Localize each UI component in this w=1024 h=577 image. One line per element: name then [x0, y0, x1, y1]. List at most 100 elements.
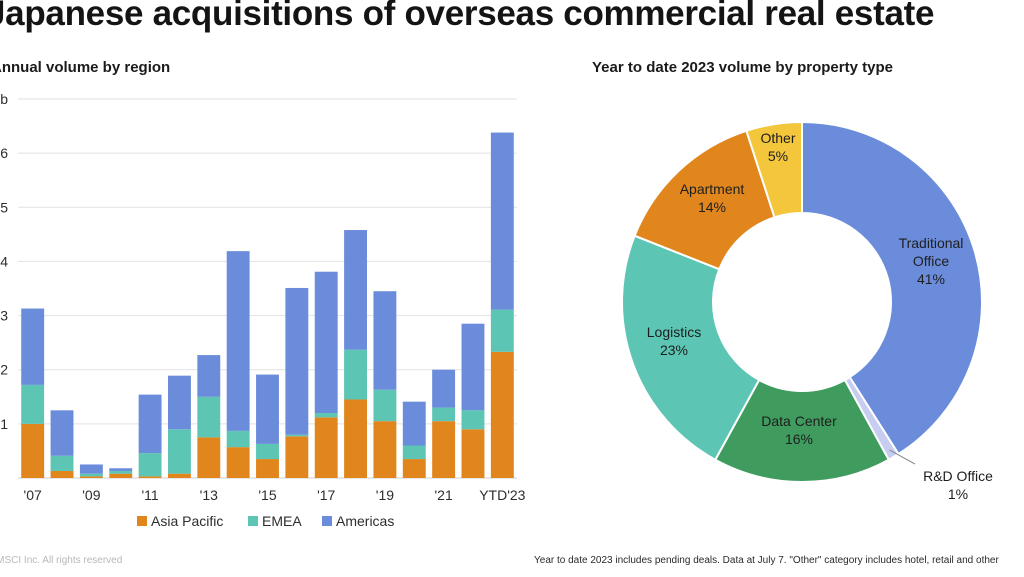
- slice-label: 41%: [917, 271, 945, 287]
- bar-emea-ytd-2023: [490, 309, 514, 352]
- bar-americas-2016: [285, 287, 309, 435]
- bar-americas-2015: [256, 374, 279, 444]
- legend-label: Asia Pacific: [151, 513, 223, 529]
- bar-x-axis: '07 '09 '11 '13 '15 '17 '19 '21 YTD'23: [24, 487, 526, 503]
- x-tick-label: '21: [434, 487, 452, 503]
- bar-emea-2007: [21, 384, 45, 424]
- bar-emea-2012: [167, 429, 191, 474]
- slice-label: Apartment: [680, 181, 745, 197]
- bar-emea-2018: [344, 349, 368, 400]
- y-tick-label: 4: [0, 253, 8, 269]
- bar-emea-2008: [50, 455, 74, 471]
- legend-swatch: [322, 516, 332, 526]
- bar-legend: Asia Pacific EMEA Americas: [137, 513, 394, 529]
- footnote: Year to date 2023 includes pending deals…: [534, 555, 999, 566]
- bar-asia-pacific-2015: [256, 459, 279, 478]
- bar-americas-ytd-2023: [490, 132, 514, 310]
- donut-slice-logistics: [621, 234, 761, 462]
- x-tick-label: YTD'23: [479, 487, 525, 503]
- bar-emea-2017: [314, 413, 338, 418]
- bar-asia-pacific-2020: [402, 459, 426, 478]
- bar-americas-2007: [21, 308, 45, 385]
- slice-label: 14%: [698, 199, 726, 215]
- slice-label: Office: [913, 253, 950, 269]
- donut-chart: [621, 120, 983, 483]
- bar-emea-2021: [432, 407, 456, 422]
- bar-chart-subtitle: Annual volume by region: [0, 59, 171, 76]
- bar-asia-pacific-2007: [21, 423, 45, 478]
- x-tick-label: '13: [200, 487, 218, 503]
- bar-asia-pacific-2013: [197, 437, 221, 478]
- bar-americas-2013: [197, 355, 221, 397]
- x-tick-label: '17: [317, 487, 335, 503]
- bar-asia-pacific-2017: [314, 417, 338, 478]
- bar-americas-2022: [461, 323, 485, 411]
- bar-asia-pacific-2008: [50, 470, 74, 478]
- bar-americas-2011: [138, 394, 162, 454]
- bar-americas-2008: [50, 410, 74, 456]
- callout-line: [889, 449, 916, 465]
- bar-asia-pacific-2014: [226, 447, 250, 478]
- slice-label: Logistics: [647, 324, 701, 340]
- legend-label: Americas: [336, 513, 394, 529]
- bar-americas-2017: [314, 271, 338, 414]
- bar-americas-2010: [109, 468, 133, 471]
- x-tick-label: '11: [141, 487, 158, 503]
- bar-asia-pacific-2022: [461, 429, 485, 478]
- copyright-note: © MSCI Inc. All rights reserved: [0, 555, 123, 566]
- bar-emea-2015: [256, 443, 279, 460]
- bar-asia-pacific-2012: [167, 473, 191, 478]
- x-tick-label: '09: [82, 487, 100, 503]
- donut-slice-traditional-office: [801, 120, 983, 456]
- slice-label: Traditional: [899, 235, 964, 251]
- slice-label: 23%: [660, 342, 688, 358]
- slice-label: 5%: [768, 148, 788, 164]
- legend-label: EMEA: [262, 513, 302, 529]
- bar-emea-2009: [79, 473, 103, 477]
- bar-americas-2012: [167, 375, 191, 430]
- bar-emea-2019: [373, 389, 397, 422]
- slice-label: 1%: [948, 486, 968, 502]
- slice-label: R&D Office: [923, 468, 993, 484]
- x-tick-label: '19: [376, 487, 394, 503]
- bar-emea-2016: [285, 434, 309, 437]
- bar-emea-2011: [138, 453, 162, 477]
- y-tick-label: 1: [0, 416, 8, 432]
- bar-emea-2010: [109, 470, 133, 474]
- legend-swatch: [137, 516, 147, 526]
- slice-label: 16%: [785, 431, 813, 447]
- y-tick-label: 2: [0, 362, 8, 378]
- bar-emea-2020: [402, 445, 426, 460]
- bar-asia-pacific-2021: [432, 421, 456, 478]
- x-tick-label: '07: [24, 487, 42, 503]
- bar-asia-pacific-2018: [344, 399, 368, 478]
- donut-slice-other: [745, 120, 803, 219]
- bar-asia-pacific-2011: [138, 476, 162, 478]
- bar-asia-pacific-2010: [109, 473, 133, 478]
- bar-chart-bars: [21, 132, 514, 478]
- bar-emea-2013: [197, 396, 221, 438]
- bar-asia-pacific-2016: [285, 436, 309, 478]
- slice-label: Other: [760, 130, 795, 146]
- bar-americas-2021: [432, 369, 456, 408]
- slice-label: Data Center: [761, 413, 837, 429]
- bar-emea-2022: [461, 410, 485, 430]
- y-tick-label: 3: [0, 308, 8, 324]
- donut-slice-data-center: [713, 378, 891, 483]
- bar-emea-2014: [226, 430, 250, 448]
- legend-swatch: [248, 516, 258, 526]
- bar-americas-2019: [373, 291, 397, 390]
- y-tick-label: 6: [0, 145, 8, 161]
- donut-slice-apartment: [633, 129, 776, 271]
- bar-y-axis: 1 2 3 4 5 6 $b: [0, 91, 8, 432]
- x-tick-label: '15: [258, 487, 276, 503]
- bar-americas-2018: [344, 230, 368, 350]
- bar-asia-pacific-2019: [373, 421, 397, 478]
- bar-americas-2020: [402, 401, 426, 446]
- bar-asia-pacific-2009: [79, 476, 103, 478]
- bar-americas-2009: [79, 464, 103, 474]
- bar-americas-2014: [226, 251, 250, 431]
- donut-labels: Traditional Office 41% R&D Office 1% Data Cen…: [647, 130, 993, 502]
- donut-chart-subtitle: Year to date 2023 volume by property typ…: [592, 59, 893, 76]
